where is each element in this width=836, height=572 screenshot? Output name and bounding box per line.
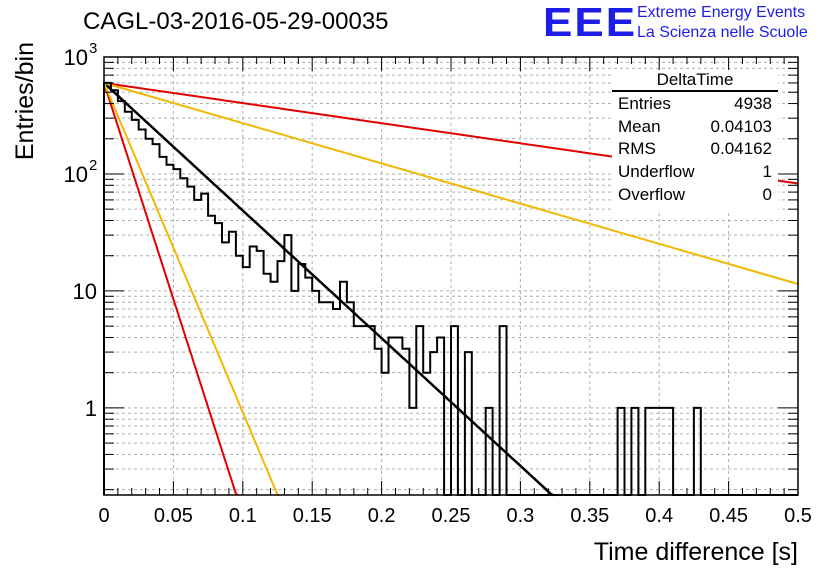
x-tick-label: 0.1 [229,505,257,527]
y-tick-label: 10 [73,279,97,304]
x-tick-label: 0.15 [293,505,332,527]
x-tick-label: 0.4 [645,505,673,527]
x-tick-label: 0 [98,505,109,527]
eee-logo: EEE [543,0,638,46]
y-tick-label: 10 [64,162,88,187]
stats-value: 0 [762,185,772,204]
stats-value: 1 [762,162,772,181]
fit-curve-4 [103,81,799,285]
stats-label: Overflow [618,185,686,204]
fit-curve-2 [103,82,280,496]
stats-value: 0.04103 [710,117,772,136]
y-tick-exponent: 3 [89,40,97,57]
x-tick-label: 0.3 [506,505,534,527]
stats-value: 0.04162 [710,139,772,158]
stats-label: Mean [618,117,661,136]
stats-label: RMS [618,139,656,158]
x-tick-label: 0.2 [368,505,396,527]
stats-row-overflow: Overflow 0 [618,185,772,207]
stats-title: DeltaTime [656,70,734,89]
stats-label: Underflow [618,162,695,181]
x-axis-label: Time difference [s] [594,538,798,566]
stats-row-mean: Mean 0.04103 [618,117,772,139]
x-tick-labels: 0 0.05 0.1 0.15 0.2 0.25 0.3 0.35 0.4 0.45 0.5 [98,505,811,527]
brand-line-1: Extreme Energy Events [637,4,806,21]
axis-ticks [103,57,799,495]
fit-curve-0 [103,81,554,497]
brand-line-2: La Scienza nelle Scuole [637,24,808,41]
fit-curve-1 [103,82,239,496]
stats-row-underflow: Underflow 1 [618,162,772,184]
x-tick-label: 0.25 [432,505,471,527]
y-axis-label: Entries/bin [11,42,39,160]
stats-value: 4938 [734,94,772,113]
x-tick-label: 0.05 [154,505,193,527]
stats-divider [612,90,778,92]
x-tick-label: 0.45 [709,505,748,527]
stats-row-rms: RMS 0.04162 [618,139,772,161]
page-title: CAGL-03-2016-05-29-00035 [83,8,389,35]
x-tick-label: 0.5 [784,505,812,527]
y-tick-label: 1 [85,396,97,421]
stats-label: Entries [618,94,671,113]
stats-row-entries: Entries 4938 [618,94,772,116]
y-tick-exponent: 2 [89,157,97,174]
x-tick-label: 0.35 [570,505,609,527]
stats-box: DeltaTime Entries 4938 Mean 0.04103 RMS … [612,70,778,212]
y-tick-label: 10 [64,45,88,70]
